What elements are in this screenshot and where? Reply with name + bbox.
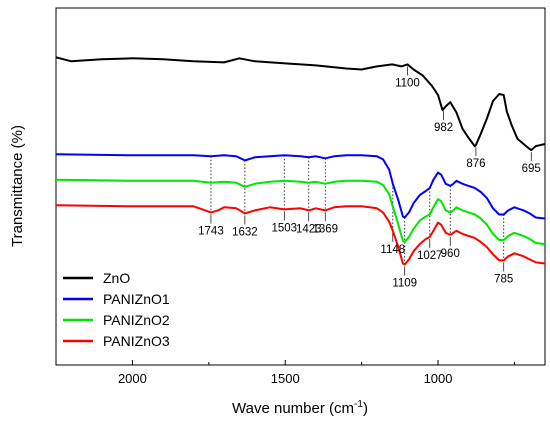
annotation-1632: 1632 — [232, 226, 258, 238]
annotation-1369: 1369 — [312, 223, 338, 235]
plot-frame — [55, 7, 546, 366]
annotation-1743: 1743 — [198, 225, 224, 237]
annotation-982: 982 — [434, 122, 453, 134]
annotation-1148: 1148 — [380, 244, 405, 256]
x-tick-label-2000: 2000 — [118, 371, 147, 386]
series-line-panizno1 — [55, 153, 546, 220]
legend: ZnO PANIZnO1 PANIZnO2 PANIZnO3 — [63, 270, 170, 349]
annotation-1423: 1423 — [296, 223, 322, 235]
legend-label-panizno3: PANIZnO3 — [103, 333, 170, 349]
series-layer — [55, 56, 546, 266]
series-line-panizno2 — [55, 178, 546, 246]
x-tick-label-1000: 1000 — [424, 371, 453, 386]
x-axis-title: Wave number (cm-1) — [232, 399, 368, 417]
annotation-876: 876 — [466, 158, 485, 170]
annotation-1109: 1109 — [392, 277, 417, 289]
annotation-1027: 1027 — [417, 250, 443, 262]
annotation-695: 695 — [522, 163, 541, 175]
legend-label-zno: ZnO — [103, 270, 130, 286]
annotation-1503: 1503 — [272, 222, 298, 234]
annotation-785: 785 — [494, 273, 513, 285]
annotation-960: 960 — [441, 248, 460, 260]
x-tick-label-1500: 1500 — [271, 371, 300, 386]
series-line-panizno3 — [55, 204, 546, 266]
x-axis: 2000 1500 1000 — [55, 360, 515, 386]
legend-label-panizno1: PANIZnO1 — [103, 291, 170, 307]
series-line-zno — [55, 56, 546, 152]
legend-label-panizno2: PANIZnO2 — [103, 312, 170, 328]
y-axis-title: Transmittance (%) — [9, 125, 26, 247]
annotation-1100: 1100 — [395, 77, 420, 89]
x-axis-title-sup: -1 — [354, 399, 363, 410]
